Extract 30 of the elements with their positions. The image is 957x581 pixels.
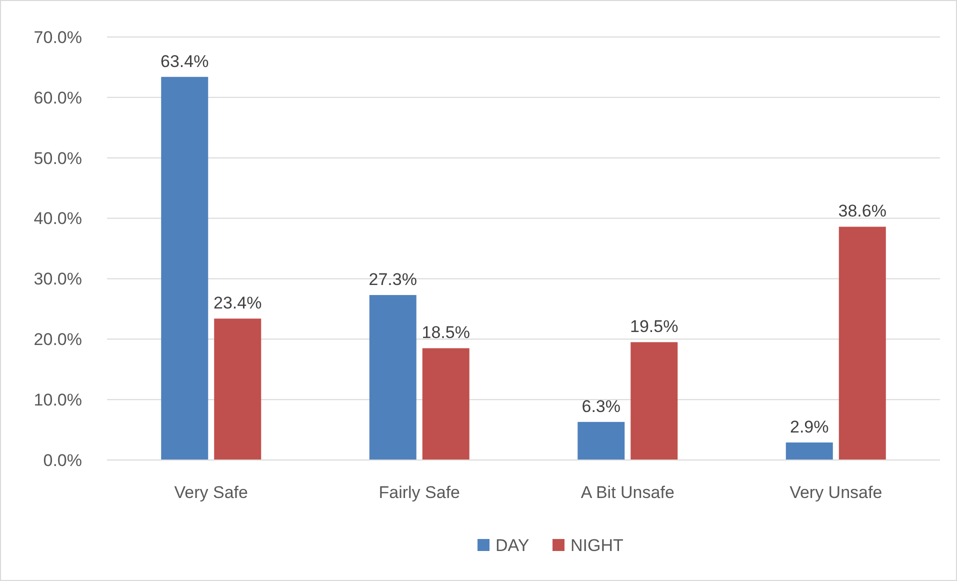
y-tick-label: 30.0% xyxy=(34,270,82,289)
x-tick-label: Very Safe xyxy=(174,483,248,502)
bar xyxy=(630,342,678,460)
y-tick-label: 60.0% xyxy=(34,88,82,108)
legend-label: DAY xyxy=(496,536,530,555)
data-label: 19.5% xyxy=(630,317,678,336)
bar xyxy=(578,422,625,460)
y-tick-label: 40.0% xyxy=(34,209,82,228)
y-tick-label: 50.0% xyxy=(34,148,82,168)
x-tick-label: A Bit Unsafe xyxy=(580,483,674,502)
data-label: 38.6% xyxy=(838,202,886,221)
bar xyxy=(214,318,262,460)
data-label: 18.5% xyxy=(422,323,470,342)
data-label: 27.3% xyxy=(368,270,417,290)
bar xyxy=(838,226,886,460)
y-tick-label: 20.0% xyxy=(34,330,82,350)
legend-label: NIGHT xyxy=(570,536,624,555)
y-tick-label: 0.0% xyxy=(43,450,82,470)
x-tick-label: Very Unsafe xyxy=(790,483,882,502)
data-label: 23.4% xyxy=(214,294,262,313)
data-label: 2.9% xyxy=(790,417,829,436)
x-tick-label: Fairly Safe xyxy=(378,483,460,502)
bar xyxy=(369,295,416,460)
data-label: 6.3% xyxy=(582,396,620,416)
bar xyxy=(422,348,470,460)
bar xyxy=(161,76,208,460)
data-label: 63.4% xyxy=(160,52,209,71)
y-tick-label: 10.0% xyxy=(34,390,82,410)
y-tick-label: 70.0% xyxy=(34,28,82,47)
bar xyxy=(786,442,833,460)
